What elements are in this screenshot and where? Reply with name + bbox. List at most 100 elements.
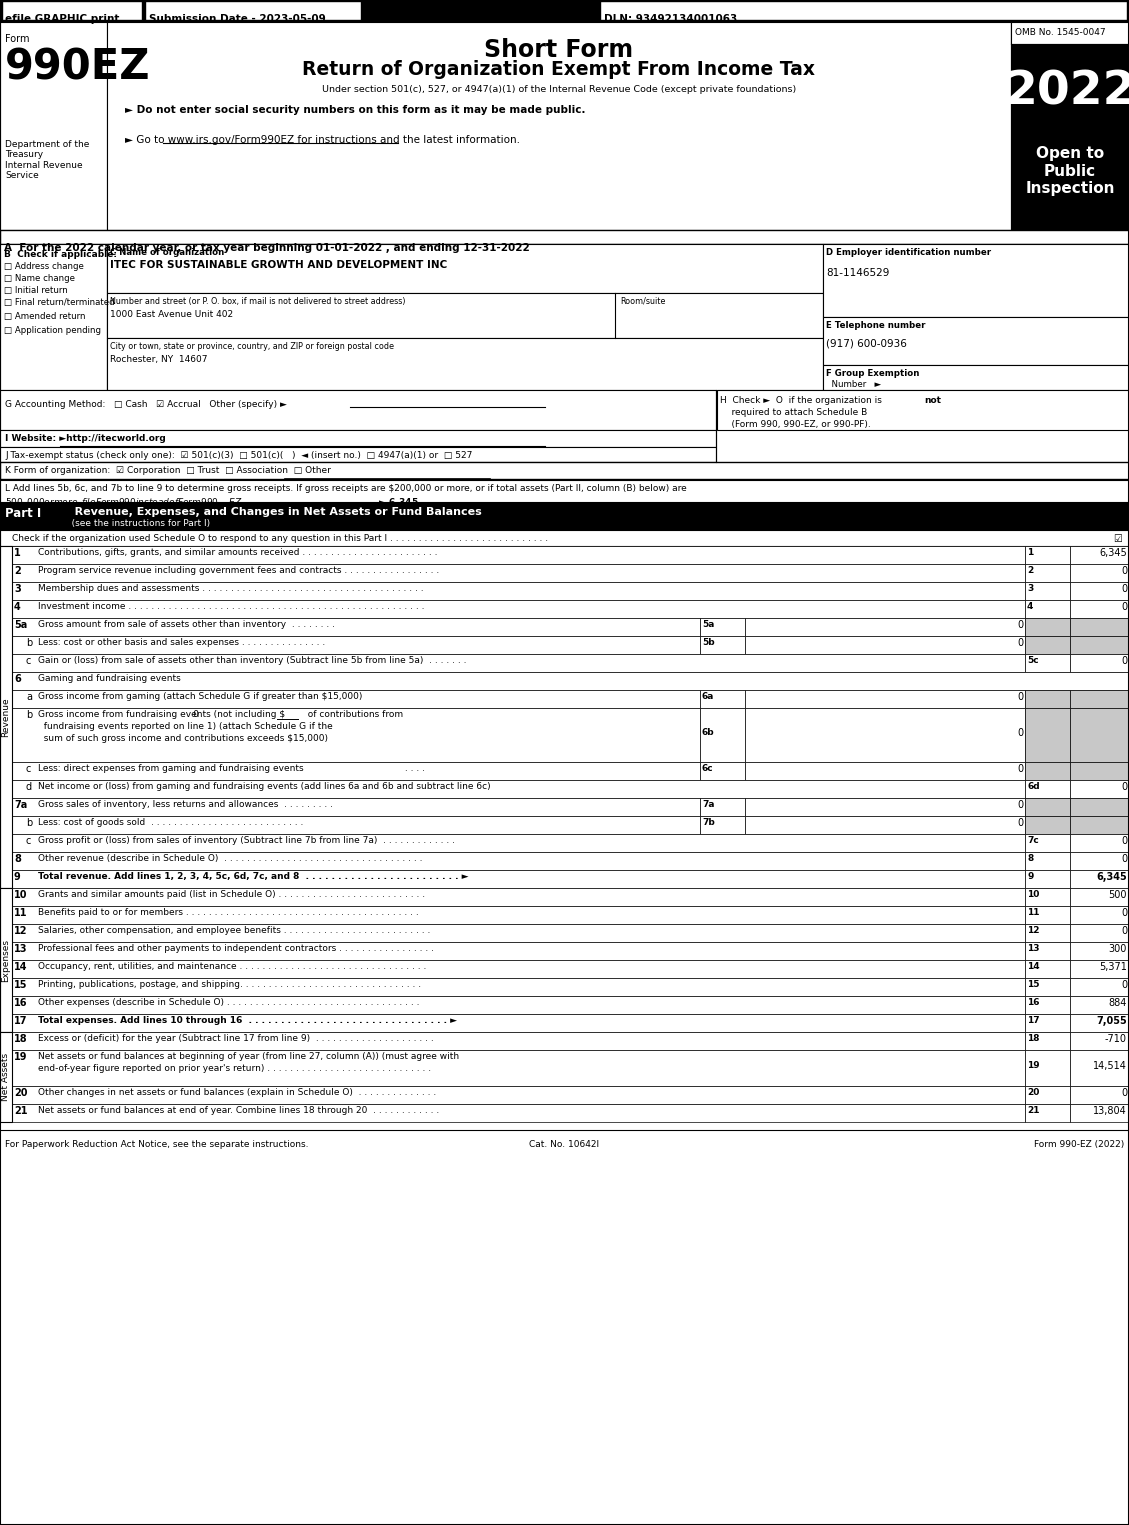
Bar (12, 961, 1025, 978)
Text: Under section 501(c), 527, or 4947(a)(1) of the Internal Revenue Code (except pr: Under section 501(c), 527, or 4947(a)(1)… (322, 85, 796, 95)
Bar (1025, 942, 1070, 961)
Text: 884: 884 (1109, 997, 1127, 1008)
Text: ► Go to www.irs.gov/Form990EZ for instructions and the latest information.: ► Go to www.irs.gov/Form990EZ for instru… (125, 136, 520, 145)
Text: . . . .: . . . . (402, 764, 425, 773)
Bar (1025, 636, 1070, 654)
Text: 2022: 2022 (1005, 70, 1129, 114)
Bar (12, 978, 1025, 996)
Bar (12, 996, 1025, 1014)
Text: Other revenue (describe in Schedule O)  . . . . . . . . . . . . . . . . . . . . : Other revenue (describe in Schedule O) .… (38, 854, 422, 863)
Bar (700, 618, 745, 636)
Bar (12, 798, 700, 816)
Text: 0: 0 (1017, 801, 1023, 810)
Text: 3: 3 (1027, 584, 1033, 593)
Text: c: c (26, 764, 32, 775)
Bar (745, 708, 1025, 762)
Bar (0, 462, 1129, 479)
Text: DLN: 93492134001063: DLN: 93492134001063 (604, 14, 737, 24)
Text: Investment income . . . . . . . . . . . . . . . . . . . . . . . . . . . . . . . : Investment income . . . . . . . . . . . … (38, 602, 425, 612)
Text: end-of-year figure reported on prior year's return) . . . . . . . . . . . . . . : end-of-year figure reported on prior yea… (38, 1064, 431, 1074)
Text: H  Check ►  O  if the organization is: H Check ► O if the organization is (720, 396, 885, 406)
Text: 6d: 6d (1027, 782, 1040, 791)
Text: 0: 0 (1017, 727, 1023, 738)
Text: 8: 8 (1027, 854, 1033, 863)
Text: (see the instructions for Part I): (see the instructions for Part I) (63, 518, 210, 528)
Text: $500,000 or more, file Form 990 instead of Form 990-EZ . . . . . . . . . . . . .: $500,000 or more, file Form 990 instead … (5, 496, 419, 508)
Text: ITEC FOR SUSTAINABLE GROWTH AND DEVELOPMENT INC: ITEC FOR SUSTAINABLE GROWTH AND DEVELOPM… (110, 259, 447, 270)
Bar (0, 244, 107, 390)
Text: A  For the 2022 calendar year, or tax year beginning 01-01-2022 , and ending 12-: A For the 2022 calendar year, or tax yea… (5, 242, 530, 253)
Text: 2: 2 (14, 566, 20, 576)
Text: 17: 17 (14, 1016, 27, 1026)
Bar (717, 390, 1129, 430)
Bar (0, 230, 1129, 244)
Text: 7a: 7a (702, 801, 715, 808)
Text: 0: 0 (1121, 566, 1127, 576)
Bar (12, 1051, 1025, 1086)
Text: Expenses: Expenses (1, 938, 10, 982)
Bar (1025, 798, 1070, 816)
Text: of contributions from: of contributions from (301, 711, 403, 718)
Bar (12, 1032, 1025, 1051)
Bar (12, 546, 1025, 564)
Text: J Tax-exempt status (check only one):  ☑ 501(c)(3)  □ 501(c)(   )  ◄ (insert no.: J Tax-exempt status (check only one): ☑ … (5, 451, 472, 461)
Text: (917) 600-0936: (917) 600-0936 (826, 339, 907, 348)
Text: G Accounting Method:   □ Cash   ☑ Accrual   Other (specify) ►: G Accounting Method: □ Cash ☑ Accrual Ot… (5, 400, 287, 409)
Text: Number and street (or P. O. box, if mail is not delivered to street address): Number and street (or P. O. box, if mail… (110, 297, 405, 307)
Bar (12, 599, 1025, 618)
Bar (12, 673, 1129, 689)
Bar (1070, 798, 1129, 816)
Text: City or town, state or province, country, and ZIP or foreign postal code: City or town, state or province, country… (110, 342, 394, 351)
Bar (145, 2, 361, 20)
Bar (0, 480, 1129, 502)
Text: □ Initial return: □ Initial return (5, 287, 68, 294)
Text: 0: 0 (1017, 764, 1023, 775)
Bar (12, 1086, 1025, 1104)
Bar (1025, 961, 1070, 978)
Text: 6a: 6a (702, 692, 715, 702)
Text: 18: 18 (14, 1034, 27, 1045)
Bar (745, 689, 1025, 708)
Text: 16: 16 (1027, 997, 1040, 1006)
Bar (745, 618, 1025, 636)
Text: Occupancy, rent, utilities, and maintenance . . . . . . . . . . . . . . . . . . : Occupancy, rent, utilities, and maintena… (38, 962, 427, 971)
Text: 21: 21 (1027, 1106, 1040, 1115)
Bar (1025, 888, 1070, 906)
Text: Program service revenue including government fees and contracts . . . . . . . . : Program service revenue including govern… (38, 566, 439, 575)
Bar (745, 798, 1025, 816)
Bar (1070, 689, 1129, 708)
Bar (12, 654, 1025, 673)
Text: D Employer identification number: D Employer identification number (826, 249, 991, 258)
Bar (1025, 599, 1070, 618)
Bar (12, 708, 700, 762)
Text: a: a (26, 692, 32, 702)
Bar (12, 852, 1025, 869)
Text: 3: 3 (14, 584, 20, 595)
Text: Revenue, Expenses, and Changes in Net Assets or Fund Balances: Revenue, Expenses, and Changes in Net As… (63, 506, 482, 517)
Bar (12, 689, 700, 708)
Text: Short Form: Short Form (484, 38, 633, 63)
Text: 1: 1 (1027, 547, 1033, 557)
Bar (0, 430, 716, 447)
Text: 7,055: 7,055 (1096, 1016, 1127, 1026)
Bar (1025, 762, 1070, 779)
Text: □ Amended return: □ Amended return (5, 313, 86, 320)
Bar (700, 816, 745, 834)
Bar (1025, 996, 1070, 1014)
Text: 7a: 7a (14, 801, 27, 810)
Text: ► Do not enter social security numbers on this form as it may be made public.: ► Do not enter social security numbers o… (125, 105, 586, 114)
Text: efile GRAPHIC print: efile GRAPHIC print (5, 14, 120, 24)
Bar (0, 502, 1129, 531)
Bar (12, 583, 1025, 599)
Text: Return of Organization Exempt From Income Tax: Return of Organization Exempt From Incom… (303, 59, 815, 79)
Text: Open to
Public
Inspection: Open to Public Inspection (1025, 146, 1114, 195)
Bar (0, 888, 12, 1032)
Bar (1070, 618, 1129, 636)
Bar (1070, 1014, 1129, 1032)
Bar (2, 2, 142, 20)
Bar (1025, 869, 1070, 888)
Bar (1025, 834, 1070, 852)
Text: 81-1146529: 81-1146529 (826, 268, 890, 278)
Bar (1070, 654, 1129, 673)
Bar (1070, 583, 1129, 599)
